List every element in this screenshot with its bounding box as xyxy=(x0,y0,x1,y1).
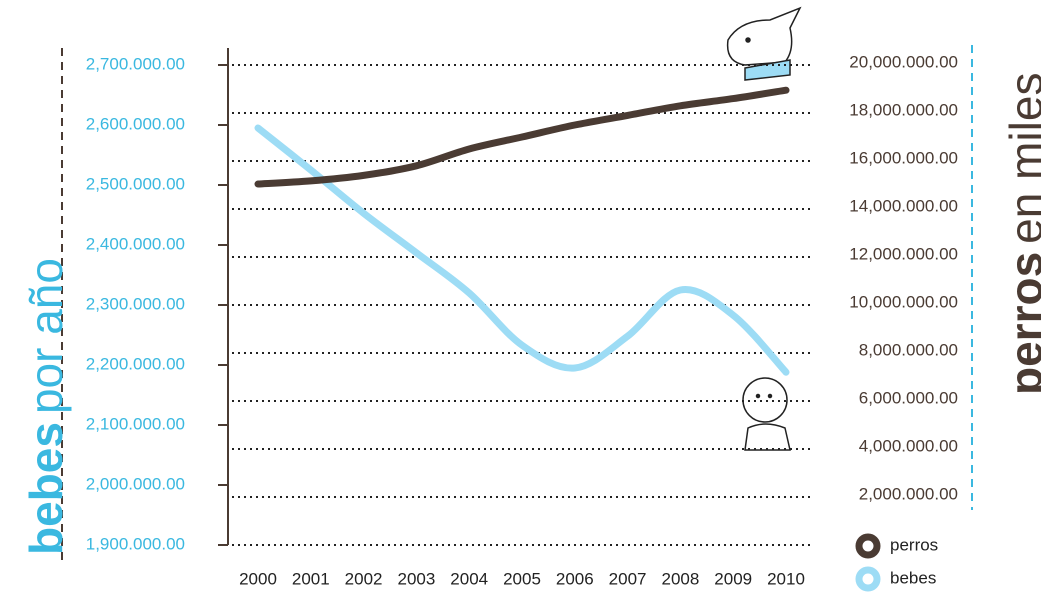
y2-title-rest: en miles xyxy=(1000,73,1041,244)
x-tick-label: 2004 xyxy=(450,569,488,588)
x-tick-label: 2008 xyxy=(661,569,699,588)
x-tick-label: 2009 xyxy=(714,569,752,588)
y-title-bold: bebes xyxy=(20,422,72,555)
y2-title-bold: perros xyxy=(1000,252,1041,395)
x-tick-label: 2003 xyxy=(397,569,435,588)
x-tick-label: 2005 xyxy=(503,569,541,588)
y-tick-label: 2,000.000.00 xyxy=(86,474,185,493)
y2-tick-label: 18,000.000.00 xyxy=(849,100,958,119)
x-tick-label: 2010 xyxy=(767,569,805,588)
y2-tick-label: 20,000.000.00 xyxy=(849,52,958,71)
y-tick-label: 2,300.000.00 xyxy=(86,294,185,313)
legend-label: perros xyxy=(890,535,938,554)
x-tick-label: 2000 xyxy=(239,569,277,588)
y2-tick-label: 16,000.000.00 xyxy=(849,148,958,167)
x-tick-label: 2002 xyxy=(345,569,383,588)
y2-tick-label: 4,000.000.00 xyxy=(859,436,958,455)
y-tick-label: 1,900.000.00 xyxy=(86,534,185,553)
legend-label: bebes xyxy=(890,568,936,587)
series-line xyxy=(254,86,790,188)
y-tick-label: 2,600.000.00 xyxy=(86,114,185,133)
y2-tick-label: 2,000.000.00 xyxy=(859,484,958,503)
series-line xyxy=(254,124,790,376)
x-tick-label: 2001 xyxy=(292,569,330,588)
y-tick-label: 2,100.000.00 xyxy=(86,414,185,433)
y-tick-label: 2,500.000.00 xyxy=(86,174,185,193)
dog-icon xyxy=(726,6,802,81)
y2-tick-label: 12,000.000.00 xyxy=(849,244,958,263)
y2-tick-label: 6,000.000.00 xyxy=(859,388,958,407)
y2-tick-label: 8,000.000.00 xyxy=(859,340,958,359)
y-title-rest: por año xyxy=(20,258,72,414)
legend-marker xyxy=(855,566,881,592)
y-axis-title: bebes por año xyxy=(20,258,72,555)
legend-marker xyxy=(855,533,881,559)
x-tick-label: 2007 xyxy=(609,569,647,588)
y2-tick-label: 14,000.000.00 xyxy=(849,196,958,215)
y-tick-label: 2,700.000.00 xyxy=(86,54,185,73)
y2-tick-label: 10,000.000.00 xyxy=(849,292,958,311)
y2-axis-title: perros en miles xyxy=(1000,73,1041,395)
y-tick-label: 2,200.000.00 xyxy=(86,354,185,373)
y-tick-label: 2,400.000.00 xyxy=(86,234,185,253)
x-tick-label: 2006 xyxy=(556,569,594,588)
baby-icon xyxy=(742,377,791,451)
